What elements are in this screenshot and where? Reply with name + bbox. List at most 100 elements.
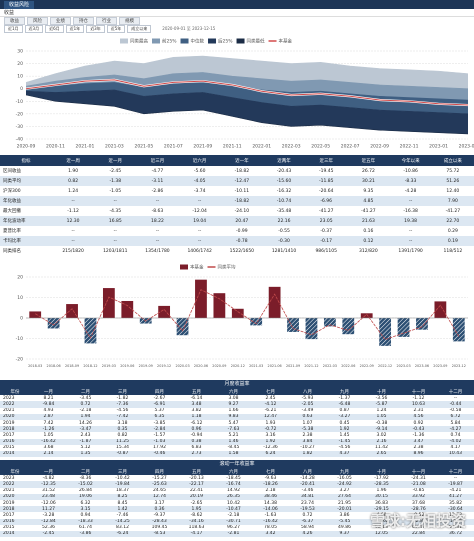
legend-swatch <box>120 38 128 44</box>
cell: -19.84 <box>104 481 141 488</box>
legend-label[interactable]: 前25% <box>162 38 177 45</box>
period-button[interactable]: 近1年 <box>65 25 85 33</box>
period-button[interactable]: 近6月 <box>45 25 64 33</box>
cell: -15.02 <box>67 481 104 488</box>
x-tick-label: 2023-03 <box>396 364 410 368</box>
tab[interactable]: 持仓 <box>73 17 94 25</box>
cell: -8.63 <box>136 206 179 216</box>
cell: -6.37 <box>289 518 326 525</box>
tab[interactable]: 行业 <box>96 17 117 25</box>
cell: -2.18 <box>67 407 104 414</box>
header-cell: 年份 <box>0 388 30 396</box>
header-cell: 八月 <box>289 388 326 396</box>
cell: 38.46 <box>252 493 289 500</box>
cell: -2.81 <box>215 530 252 538</box>
period-button[interactable]: 近1月 <box>4 25 23 33</box>
cell: -2.86 <box>136 186 179 196</box>
cell: -19.87 <box>437 481 474 488</box>
cell: -28.76 <box>400 506 437 513</box>
cell: -20.41 <box>289 481 326 488</box>
cell: -- <box>389 196 432 206</box>
period-button[interactable]: 近3月 <box>24 25 44 33</box>
x-tick-label: 2019-03 <box>102 364 116 368</box>
y-tick-label: 10 <box>17 74 23 80</box>
y-tick-label: 0 <box>20 86 23 92</box>
y-tick-label: 30 <box>17 49 23 55</box>
cell: -24.92 <box>326 481 363 488</box>
header-cell: 四月 <box>141 388 178 396</box>
main-tab[interactable]: 收益风险 <box>4 1 35 9</box>
tab[interactable]: 业绩 <box>50 17 71 25</box>
cell: 1203/1811 <box>94 246 137 256</box>
cell: -4.77 <box>136 166 179 176</box>
cell: -1.82 <box>104 395 141 402</box>
legend-label[interactable]: 中位数 <box>191 38 205 45</box>
legend-label[interactable]: 同类最高 <box>130 38 148 45</box>
cell: -4.21 <box>437 487 474 494</box>
header-cell: 四月 <box>141 468 178 476</box>
cell: 57.31 <box>437 524 474 531</box>
period-button[interactable]: 近5年 <box>106 25 126 33</box>
tab[interactable]: 规模 <box>119 17 140 25</box>
cell: -7.63 <box>215 426 252 433</box>
legend-label[interactable]: 后25% <box>218 38 233 45</box>
x-tick-label: 2022-12 <box>378 364 392 368</box>
cell: 10.43 <box>437 450 474 458</box>
cell: -8.62 <box>178 512 215 519</box>
cell: 9.83 <box>215 413 252 420</box>
cell: 1.92 <box>252 438 289 445</box>
cell: -5.38 <box>289 426 326 433</box>
cell: 2014 <box>0 530 30 538</box>
bar <box>416 318 428 330</box>
header-cell: 一月 <box>30 388 67 396</box>
cell: -14.25 <box>104 518 141 525</box>
section-title: 收益 <box>0 9 474 17</box>
cell: 2015 <box>0 444 30 451</box>
cell: 21.95 <box>326 499 363 507</box>
cell: 1.18 <box>178 413 215 420</box>
cell: 6.72 <box>437 413 474 420</box>
y-tick-label: -20 <box>16 111 23 117</box>
cell: 1.07 <box>289 419 326 427</box>
cell: 35.82 <box>437 499 474 507</box>
period-button[interactable]: 近3年 <box>86 25 105 33</box>
y-tick-label: -10 <box>16 99 23 105</box>
bar <box>213 293 226 318</box>
legend-label[interactable]: 本基金 <box>190 264 204 271</box>
cell: 2.73 <box>178 450 215 458</box>
header-cell: 近五年 <box>347 155 390 166</box>
cell: -20.43 <box>262 166 306 176</box>
legend-label[interactable]: 同类平均 <box>218 264 236 271</box>
bar <box>397 318 410 337</box>
y-tick-label: -30 <box>16 124 23 130</box>
cell: 0.72 <box>67 401 104 408</box>
row: 年化波动率 12.30 16.85 18.22 19.04 20.47 22.16 23.05… <box>0 216 474 226</box>
header-cell: 近三月 <box>136 155 179 166</box>
period-button[interactable]: 成立以来 <box>127 25 152 33</box>
cell: 5.47 <box>215 419 252 427</box>
cell: 19.06 <box>67 493 104 500</box>
cell: -16.74 <box>215 481 252 488</box>
cell: -0.44 <box>437 401 474 408</box>
cell: 1.66 <box>215 407 252 414</box>
cell: 7.42 <box>30 419 67 427</box>
cell: 19.38 <box>389 216 432 226</box>
band-edge <box>25 89 469 115</box>
tab[interactable]: 风险 <box>27 17 48 25</box>
legend-label[interactable]: 同类最低 <box>247 38 265 45</box>
tab[interactable]: 收益 <box>4 17 25 25</box>
cell: 30.21 <box>347 176 390 186</box>
row: 卡玛比率 -- -- -- -- -0.78 -0.30 -0.17 0.12 -- 0.19 <box>0 236 474 246</box>
cell: -6.21 <box>252 407 289 414</box>
cell: -0.30 <box>262 236 306 246</box>
legend-label[interactable]: 本基金 <box>279 38 293 45</box>
header-cell: 十二月 <box>437 468 474 476</box>
cell: -4.28 <box>389 186 432 196</box>
x-tick-label: 2022-03 <box>282 144 301 150</box>
cell: 22.84 <box>400 530 437 538</box>
cell: 6.32 <box>67 499 104 507</box>
cell: -2.45 <box>30 530 67 538</box>
cell: -0.52 <box>400 512 437 519</box>
cell: 1.82 <box>289 450 326 458</box>
cell: -8.53 <box>141 530 178 538</box>
